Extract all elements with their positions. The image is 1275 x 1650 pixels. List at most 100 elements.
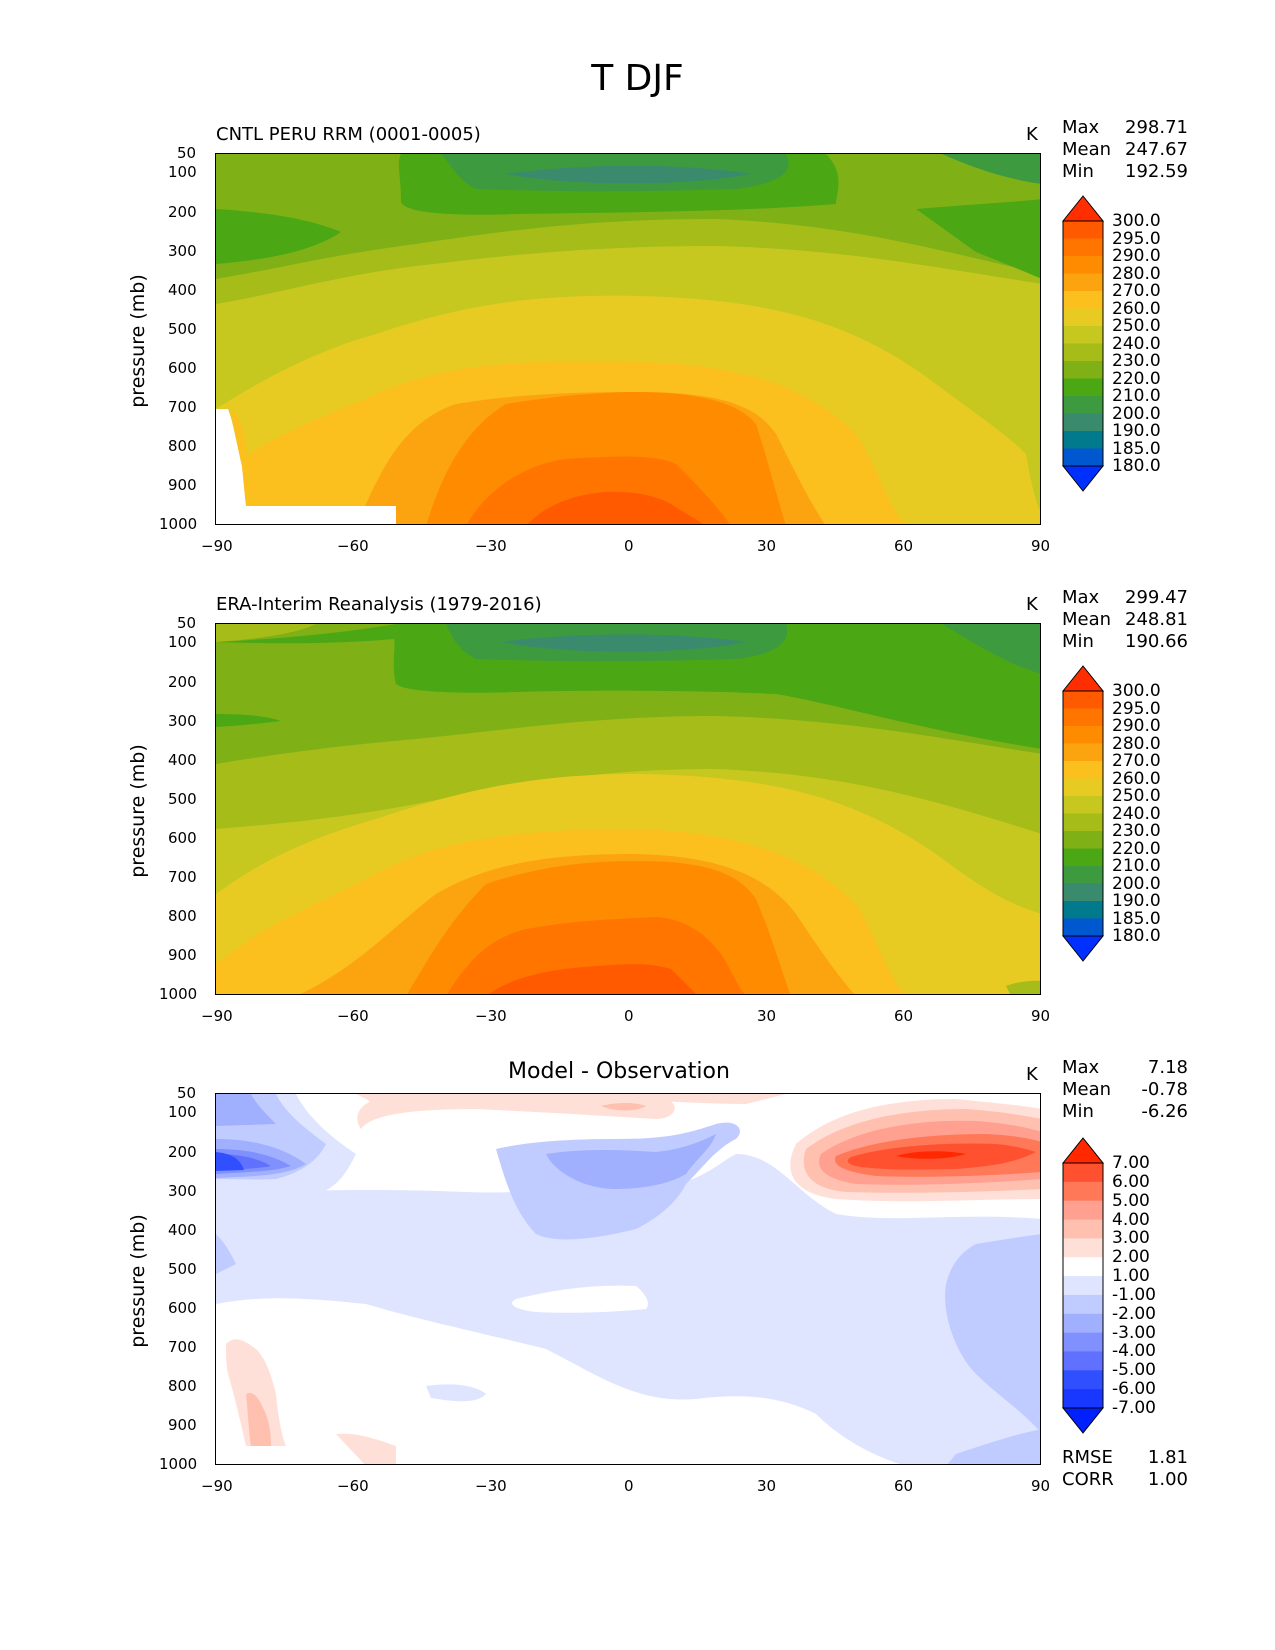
figure-title: T DJF bbox=[591, 58, 684, 99]
colorbar-tick-label: 7.00 bbox=[1112, 1153, 1150, 1173]
colorbar-segment bbox=[1063, 238, 1103, 257]
units-label: K bbox=[1026, 594, 1038, 615]
stat-min-label: Min bbox=[1062, 161, 1094, 182]
colorbar bbox=[1062, 195, 1105, 492]
colorbar-tick-label: 3.00 bbox=[1112, 1228, 1150, 1249]
stats-block: Max 299.47 Mean 248.81 Min 190.66 bbox=[1062, 587, 1188, 653]
x-tick-label: −30 bbox=[475, 1007, 507, 1025]
colorbar-segment bbox=[1063, 1332, 1103, 1352]
stat-min-value: 190.66 bbox=[1125, 631, 1188, 652]
colorbar-tick-label: 6.00 bbox=[1112, 1171, 1150, 1192]
colorbar-segment bbox=[1063, 431, 1103, 449]
x-tick-label: 90 bbox=[1031, 1007, 1051, 1025]
y-tick-label: 50 bbox=[177, 614, 197, 632]
colorbar-extend-min bbox=[1062, 1407, 1105, 1434]
y-tick-label: 1000 bbox=[159, 1455, 198, 1473]
y-tick-label: 400 bbox=[168, 281, 197, 299]
y-tick-label: 800 bbox=[168, 437, 197, 455]
colorbar-segment bbox=[1063, 726, 1103, 744]
stat-mean-label: Mean bbox=[1062, 139, 1112, 160]
x-tick-label: 60 bbox=[894, 537, 914, 555]
y-tick-label: 1000 bbox=[159, 515, 198, 533]
stat-mean-value: 248.81 bbox=[1125, 609, 1188, 630]
colorbar-tick-label: -1.00 bbox=[1112, 1284, 1156, 1305]
x-tick-label: 90 bbox=[1031, 537, 1051, 555]
contour-plot bbox=[215, 1093, 1041, 1465]
colorbar-extend-max bbox=[1062, 665, 1105, 692]
colorbar-tick-label: 4.00 bbox=[1112, 1209, 1150, 1230]
colorbar-segment bbox=[1063, 901, 1103, 919]
colorbar-tick-label: 260.0 bbox=[1112, 768, 1161, 789]
colorbar-segment bbox=[1063, 378, 1103, 397]
y-axis-label: pressure (mb) bbox=[127, 274, 149, 408]
x-tick-label: 60 bbox=[894, 1007, 914, 1025]
colorbar-segment bbox=[1063, 1351, 1103, 1371]
y-tick-label: 300 bbox=[168, 712, 197, 730]
colorbar-segment bbox=[1063, 1370, 1103, 1390]
colorbar-segment bbox=[1063, 1238, 1103, 1258]
x-tick-label: −90 bbox=[201, 537, 233, 555]
contour-plot bbox=[215, 153, 1041, 525]
colorbar-segment bbox=[1063, 396, 1103, 414]
colorbar-segment bbox=[1063, 1163, 1103, 1183]
y-tick-label: 600 bbox=[168, 829, 197, 847]
colorbar-segment bbox=[1063, 413, 1103, 432]
panel-title: ERA-Interim Reanalysis (1979-2016) bbox=[216, 594, 542, 615]
colorbar-extend-min bbox=[1062, 935, 1105, 962]
colorbar-segment bbox=[1063, 1200, 1103, 1221]
x-tick-label: 90 bbox=[1031, 1477, 1051, 1495]
colorbar-segment bbox=[1063, 866, 1103, 884]
colorbar-tick-label: 270.0 bbox=[1112, 751, 1161, 771]
y-tick-label: 500 bbox=[168, 1260, 197, 1278]
x-tick-label: 30 bbox=[757, 1477, 777, 1495]
x-tick-label: 60 bbox=[894, 1477, 914, 1495]
stat-max-value: 7.18 bbox=[1147, 1057, 1188, 1078]
colorbar-tick-label: -6.00 bbox=[1112, 1379, 1156, 1400]
colorbar-segment bbox=[1063, 291, 1103, 309]
colorbar-tick-label: 295.0 bbox=[1112, 698, 1161, 719]
colorbar-segment bbox=[1063, 1276, 1103, 1296]
colorbar-segment bbox=[1063, 1219, 1103, 1239]
colorbar-segment bbox=[1063, 848, 1103, 867]
colorbar-tick-label: 190.0 bbox=[1112, 891, 1161, 911]
y-tick-label: 500 bbox=[168, 790, 197, 808]
colorbar-extend-max bbox=[1062, 195, 1105, 222]
x-tick-label: 30 bbox=[757, 537, 777, 555]
colorbar-segment bbox=[1063, 343, 1103, 362]
y-axis-label: pressure (mb) bbox=[127, 744, 149, 878]
y-tick-label: 100 bbox=[168, 633, 197, 651]
colorbar-tick-label: -2.00 bbox=[1112, 1303, 1156, 1324]
colorbar-segment bbox=[1063, 796, 1103, 814]
colorbar-frame bbox=[1062, 220, 1104, 467]
colorbar-segment bbox=[1063, 308, 1103, 327]
y-tick-label: 300 bbox=[168, 1182, 197, 1200]
y-tick-label: 100 bbox=[168, 1103, 197, 1121]
colorbar-tick-label: 280.0 bbox=[1112, 263, 1161, 284]
colorbar-tick-label: 5.00 bbox=[1112, 1190, 1150, 1211]
colorbar-tick-label: 270.0 bbox=[1112, 281, 1161, 301]
y-tick-label: 200 bbox=[168, 203, 197, 221]
units-label: K bbox=[1026, 1064, 1038, 1085]
y-tick-label: 700 bbox=[168, 868, 197, 886]
rmse-corr-block: RMSE 1.81 CORR 1.00 bbox=[1062, 1447, 1188, 1491]
stat-mean-label: Mean bbox=[1062, 1079, 1112, 1100]
stats-block: Max 7.18 Mean -0.78 Min -6.26 bbox=[1062, 1057, 1188, 1123]
contour-plot bbox=[215, 623, 1041, 995]
colorbar-tick-label: 185.0 bbox=[1112, 908, 1161, 929]
y-tick-label: 800 bbox=[168, 1377, 197, 1395]
rmse-label: RMSE bbox=[1062, 1447, 1113, 1468]
x-tick-label: −30 bbox=[475, 1477, 507, 1495]
colorbar-tick-label: 260.0 bbox=[1112, 298, 1161, 319]
x-tick-label: −60 bbox=[337, 1477, 369, 1495]
y-tick-label: 200 bbox=[168, 673, 197, 691]
colorbar-segment bbox=[1063, 883, 1103, 902]
y-tick-label: 400 bbox=[168, 751, 197, 769]
colorbar-tick-label: 240.0 bbox=[1112, 333, 1161, 354]
colorbar-tick-label: -7.00 bbox=[1112, 1398, 1156, 1418]
colorbar-frame bbox=[1062, 1162, 1104, 1409]
colorbar-segment bbox=[1063, 256, 1103, 274]
x-tick-label: −30 bbox=[475, 537, 507, 555]
colorbar-segment bbox=[1063, 761, 1103, 779]
colorbar-tick-label: 240.0 bbox=[1112, 803, 1161, 824]
colorbar-tick-label: 295.0 bbox=[1112, 228, 1161, 249]
